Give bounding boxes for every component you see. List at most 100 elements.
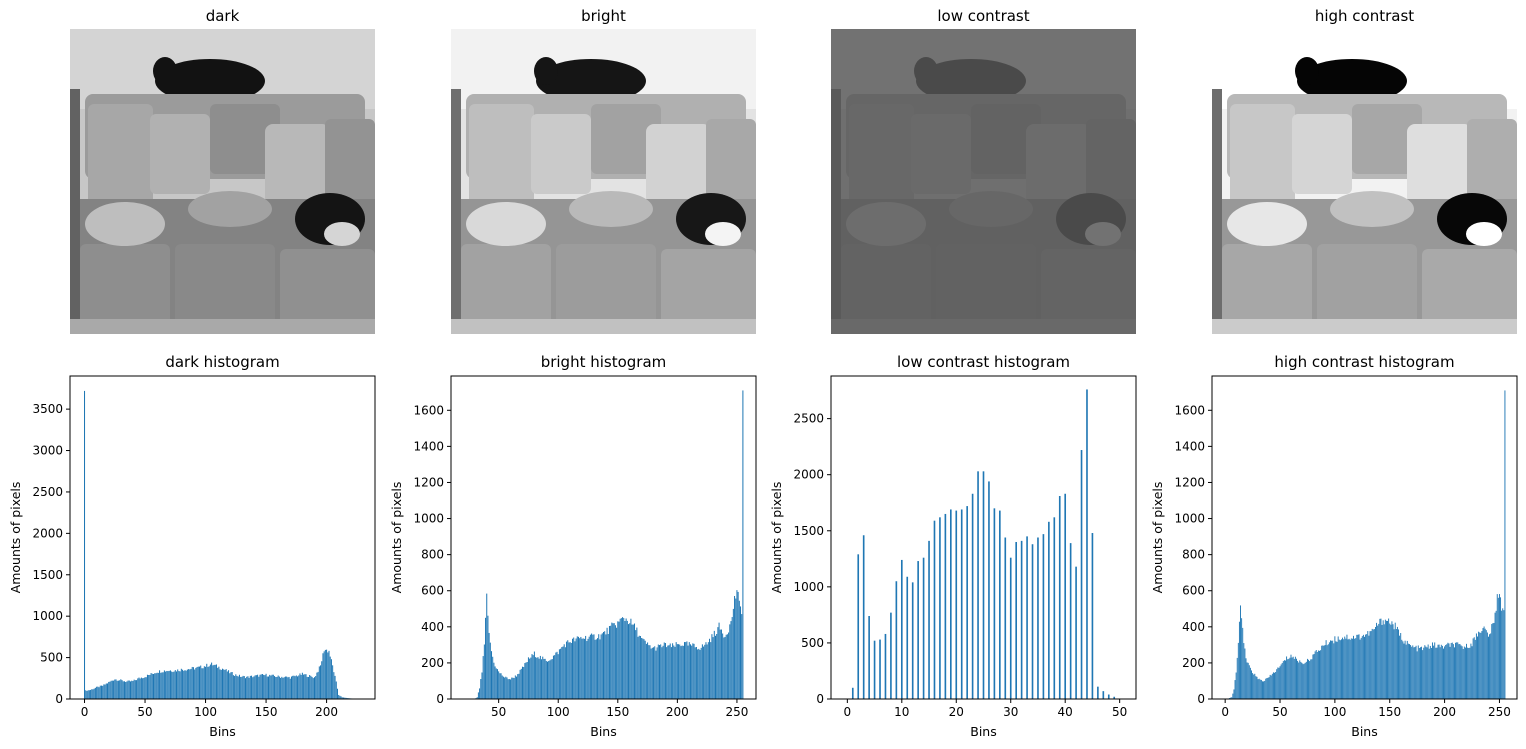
histogram-bar <box>1441 645 1443 699</box>
histogram-bar <box>94 687 96 699</box>
histogram-bar <box>1263 681 1265 699</box>
histogram-bar <box>1246 662 1248 699</box>
histogram-bar <box>249 675 251 699</box>
histogram-bar <box>506 677 508 699</box>
histogram-bar <box>605 634 607 699</box>
histogram-bar <box>171 671 173 699</box>
histogram-bar <box>1453 647 1455 699</box>
histogram-bar <box>573 637 575 699</box>
histogram-bar <box>225 669 227 699</box>
histogram-bar <box>1455 642 1457 699</box>
histogram-bar <box>117 680 119 699</box>
histogram-bar <box>485 617 487 699</box>
histogram-bar <box>604 631 606 699</box>
histogram-bar <box>1253 674 1255 699</box>
histogram-bar <box>523 666 525 699</box>
histogram-bar <box>1501 610 1503 699</box>
histogram-bar <box>272 674 274 699</box>
histogram-bar <box>1292 656 1294 699</box>
y-tick-label: 200 <box>1182 656 1205 670</box>
histogram-bar <box>1240 605 1241 699</box>
histogram-bar <box>1249 667 1251 699</box>
histogram-bar <box>939 517 941 699</box>
histogram-bar <box>1334 636 1336 699</box>
cats-on-sofa-photo <box>70 29 375 334</box>
histogram-title: high contrast histogram <box>1274 353 1454 371</box>
histogram-bar <box>1369 631 1371 699</box>
histogram-bar <box>488 632 490 699</box>
histogram-bar <box>293 675 295 699</box>
x-axis-label: Bins <box>1351 724 1377 739</box>
histogram-bar <box>252 677 254 699</box>
histogram-bar <box>90 689 92 699</box>
histogram-bar <box>1031 544 1034 699</box>
histogram-bar <box>1293 658 1295 699</box>
histogram-bar <box>1314 651 1316 699</box>
histogram-bar <box>1312 654 1314 699</box>
histogram-bar <box>1373 629 1375 699</box>
histogram-bar <box>292 675 294 699</box>
histogram-bar <box>1445 644 1447 699</box>
histogram-bar <box>201 668 203 699</box>
histogram-bar <box>289 678 291 699</box>
histogram-bar <box>343 697 345 699</box>
histogram-bar <box>1230 697 1232 699</box>
histogram-bar <box>1395 629 1397 699</box>
histogram-bar <box>1364 636 1365 699</box>
histogram-bar <box>1485 630 1487 699</box>
histogram-title: dark histogram <box>165 353 279 371</box>
histogram-bar <box>1281 662 1283 699</box>
x-axis-label: Bins <box>209 724 235 739</box>
histogram-bar <box>1009 557 1012 699</box>
histogram-bar <box>685 642 687 699</box>
histogram-bar <box>1483 626 1485 699</box>
histogram-bar <box>235 674 237 699</box>
histogram-bar <box>1229 698 1231 699</box>
histogram-bar <box>533 651 535 699</box>
y-tick-label: 800 <box>421 548 444 562</box>
histogram-bar <box>900 559 903 699</box>
image-title: low contrast <box>937 7 1030 25</box>
histogram-bar <box>699 649 701 699</box>
histogram-bar <box>1460 645 1462 699</box>
histogram-title: bright histogram <box>541 353 667 371</box>
histogram-bar <box>1435 647 1437 699</box>
histogram-bar <box>1343 639 1345 699</box>
histogram-bar <box>612 623 614 699</box>
histogram-bar <box>1320 650 1322 699</box>
y-tick-label: 600 <box>1182 584 1205 598</box>
histogram-bar <box>587 638 589 699</box>
histogram-bar <box>489 642 491 699</box>
histogram-bar <box>475 698 477 699</box>
histogram-bar <box>1235 672 1237 699</box>
histogram-bar <box>672 643 674 699</box>
histogram-bar <box>345 697 347 699</box>
histogram-bar <box>1482 628 1484 699</box>
histogram-bar <box>555 652 557 699</box>
histogram-bar <box>1490 633 1492 699</box>
histogram-bar <box>1470 643 1472 699</box>
histogram-bar <box>564 647 566 699</box>
histogram-bar <box>1064 493 1067 699</box>
histogram-bar <box>713 630 715 699</box>
histogram-bar <box>697 649 699 699</box>
histogram-bar <box>1311 659 1313 699</box>
histogram-bar <box>950 509 952 699</box>
x-tick-label: 200 <box>666 705 689 719</box>
histogram-bar <box>1367 631 1369 699</box>
histogram-bar <box>1251 670 1252 699</box>
histogram-bar <box>1407 643 1409 699</box>
histogram-bar <box>922 557 925 699</box>
histogram-bar <box>574 641 576 699</box>
histogram-bar <box>673 645 675 699</box>
histogram-bar <box>1317 650 1319 699</box>
histogram-bar <box>154 673 156 699</box>
histogram-bar <box>642 638 644 699</box>
histogram-bar <box>1306 658 1308 699</box>
histogram-bar <box>283 677 285 699</box>
histogram-bar <box>577 636 579 699</box>
y-tick-label: 1000 <box>793 580 824 594</box>
x-tick-label: 50 <box>137 705 152 719</box>
histogram-bar <box>200 665 202 699</box>
